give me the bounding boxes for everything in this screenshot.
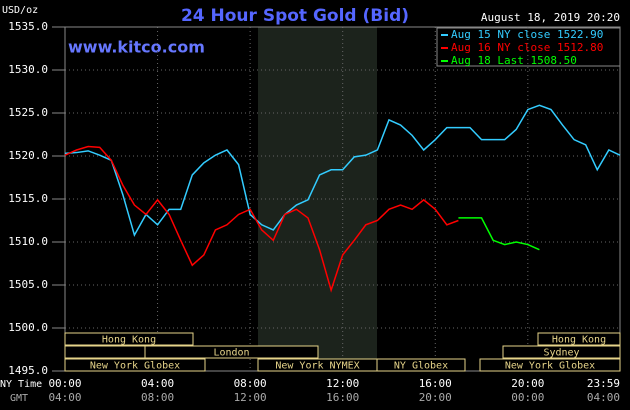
legend-label: Aug 18 Last 1508.50 [451,54,577,67]
y-tick-label: 1510.0 [8,235,48,248]
x-tick-label: 04:00 [141,377,174,390]
x-tick-label: 12:00 [326,377,359,390]
session-label: Hong Kong [552,335,606,346]
legend-label: Aug 16 NY close 1512.80 [451,41,603,54]
y-tick-label: 1530.0 [8,63,48,76]
session-box [64,332,194,346]
y-tick-label: 1505.0 [8,278,48,291]
y-axis-label: USD/oz [2,5,38,16]
x2-tick-label: 20:00 [419,391,452,404]
x2-tick-label: 00:00 [511,391,544,404]
session-label: New York Globex [505,361,595,372]
session-box [376,358,466,372]
y-tick-label: 1495.0 [8,364,48,377]
x-axis-label: NY Time [0,379,42,390]
watermark: www.kitco.com [68,38,205,57]
y-tick-label: 1520.0 [8,149,48,162]
session-box [144,345,319,359]
series-line [458,217,540,251]
x2-tick-label: 04:00 [587,391,620,404]
session-label: London [213,348,249,359]
x-tick-label: 20:00 [511,377,544,390]
y-tick-label: 1535.0 [8,20,48,33]
series-line [64,145,459,293]
session-box [502,345,621,359]
x-tick-label: 00:00 [48,377,81,390]
series-line [64,104,621,238]
session-label: NY Globex [394,361,448,372]
session-box [537,332,621,346]
session-box [64,345,146,359]
legend-label: Aug 15 NY close 1522.90 [451,28,603,41]
session-box [479,358,621,372]
x2-axis-label: GMT [10,393,28,404]
x2-tick-label: 04:00 [48,391,81,404]
session-label: New York Globex [90,361,180,372]
x-tick-label: 23:59 [587,377,620,390]
session-label: New York NYMEX [275,361,359,372]
x-tick-label: 08:00 [234,377,267,390]
y-tick-label: 1525.0 [8,106,48,119]
legend-box [436,27,621,67]
chart-title: 24 Hour Spot Gold (Bid) [181,6,409,26]
timestamp: August 18, 2019 20:20 [481,11,620,24]
session-box [64,358,206,372]
x2-tick-label: 16:00 [326,391,359,404]
x-tick-label: 16:00 [419,377,452,390]
y-tick-label: 1515.0 [8,192,48,205]
x2-tick-label: 08:00 [141,391,174,404]
x2-tick-label: 12:00 [234,391,267,404]
session-label: Sydney [543,348,579,359]
y-tick-label: 1500.0 [8,321,48,334]
session-label: Hong Kong [102,335,156,346]
